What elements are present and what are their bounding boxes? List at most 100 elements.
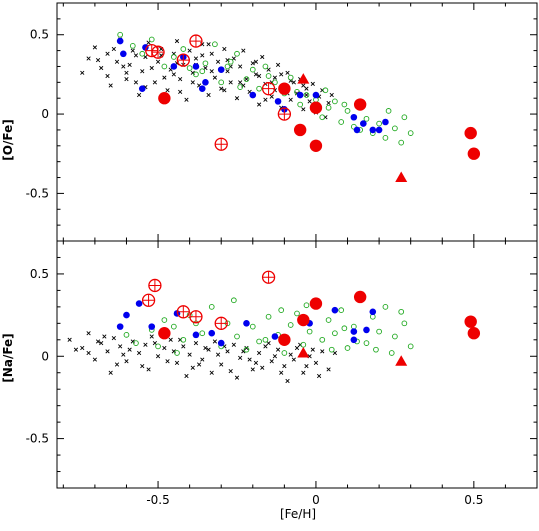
cross-point: [67, 337, 72, 342]
cross-point: [206, 42, 211, 47]
green-point: [170, 323, 177, 330]
y-tick-label: -0.5: [26, 186, 49, 200]
cross-point: [86, 331, 91, 336]
green-point: [278, 307, 285, 314]
x-tick-label: 0: [312, 493, 320, 507]
cross-point: [209, 370, 214, 375]
green-point: [227, 58, 234, 65]
green-point: [224, 63, 231, 70]
green-point: [256, 338, 262, 345]
cross-point: [253, 360, 259, 365]
cross-point: [332, 350, 338, 356]
blue-point: [243, 320, 250, 327]
panel-oxygen: 0.5 0 -0.5: [26, 2, 538, 242]
cross-point: [301, 370, 306, 375]
green-point: [376, 120, 382, 127]
cross-point: [291, 80, 296, 85]
green-point: [265, 73, 272, 79]
cross-point: [187, 48, 192, 53]
cross-point: [152, 80, 158, 85]
cross-point: [102, 334, 107, 339]
cross-point: [165, 88, 170, 93]
red-filled-point: [464, 315, 477, 328]
green-point: [373, 346, 379, 353]
red-open-point-cross: [152, 46, 165, 59]
y-axis-label-top: [O/Fe]: [1, 119, 15, 160]
cross-point: [285, 378, 290, 384]
red-triangle-point: [395, 355, 408, 366]
green-point: [303, 92, 310, 98]
blue-point: [249, 91, 257, 99]
cross-point: [92, 357, 98, 362]
green-point: [344, 108, 351, 114]
red-filled-point: [293, 123, 307, 137]
blue-point: [192, 63, 200, 70]
cross-point: [310, 81, 315, 87]
red-triangle-point: [297, 73, 310, 84]
cross-point: [219, 86, 224, 91]
cross-point: [234, 96, 240, 101]
green-point: [180, 46, 187, 52]
red-open-point-cross: [262, 82, 275, 95]
cross-point: [143, 342, 148, 347]
cross-point: [130, 48, 135, 53]
blue-point: [274, 98, 282, 105]
cross-point: [209, 51, 214, 56]
red-filled-point: [353, 98, 367, 111]
green-point: [363, 115, 370, 122]
blue-point: [217, 339, 225, 347]
cross-point: [121, 352, 126, 357]
blue-point: [202, 79, 209, 86]
green-point: [398, 308, 405, 315]
red-filled-point: [309, 101, 323, 114]
cross-point: [105, 51, 110, 56]
blue-point: [217, 66, 225, 73]
green-point: [341, 325, 348, 332]
cross-point: [206, 347, 211, 352]
cross-point: [114, 362, 120, 367]
red-open-point-cross: [189, 310, 202, 323]
cross-point: [127, 62, 132, 67]
blue-point: [116, 37, 124, 45]
green-point: [133, 340, 139, 346]
green-point: [322, 87, 329, 94]
blue-point: [138, 85, 146, 92]
green-point: [117, 31, 124, 38]
x-axis-label: [Fe/H]: [280, 507, 316, 521]
cross-point: [152, 340, 158, 346]
green-point: [262, 336, 269, 343]
cross-point: [228, 80, 233, 85]
cross-point: [247, 357, 252, 362]
cross-point: [184, 97, 189, 102]
cross-point: [301, 83, 306, 88]
cross-point: [282, 364, 287, 369]
cross-point: [234, 375, 240, 380]
cross-point: [222, 88, 227, 93]
cross-point: [99, 340, 104, 346]
cross-point: [200, 53, 205, 58]
green-point: [401, 320, 408, 327]
green-point: [287, 74, 294, 81]
blue-point: [192, 331, 200, 339]
blue-point: [148, 323, 156, 330]
x-tick-label: -0.5: [146, 493, 169, 507]
red-filled-point: [309, 139, 323, 152]
green-point: [234, 333, 240, 340]
green-point: [325, 317, 332, 323]
green-point: [199, 330, 206, 337]
green-point: [218, 79, 225, 86]
cross-point: [155, 59, 161, 64]
cross-point: [304, 92, 309, 98]
red-open-point-cross: [142, 294, 155, 307]
cross-point: [184, 373, 189, 379]
cross-point: [162, 345, 167, 351]
cross-point: [250, 61, 255, 66]
green-point: [161, 317, 168, 323]
cross-point: [260, 54, 265, 60]
cross-point: [146, 367, 151, 372]
green-point: [212, 41, 218, 48]
red-open-point-cross: [278, 108, 291, 121]
blue-point: [350, 336, 358, 344]
red-open-point-cross: [177, 305, 190, 318]
